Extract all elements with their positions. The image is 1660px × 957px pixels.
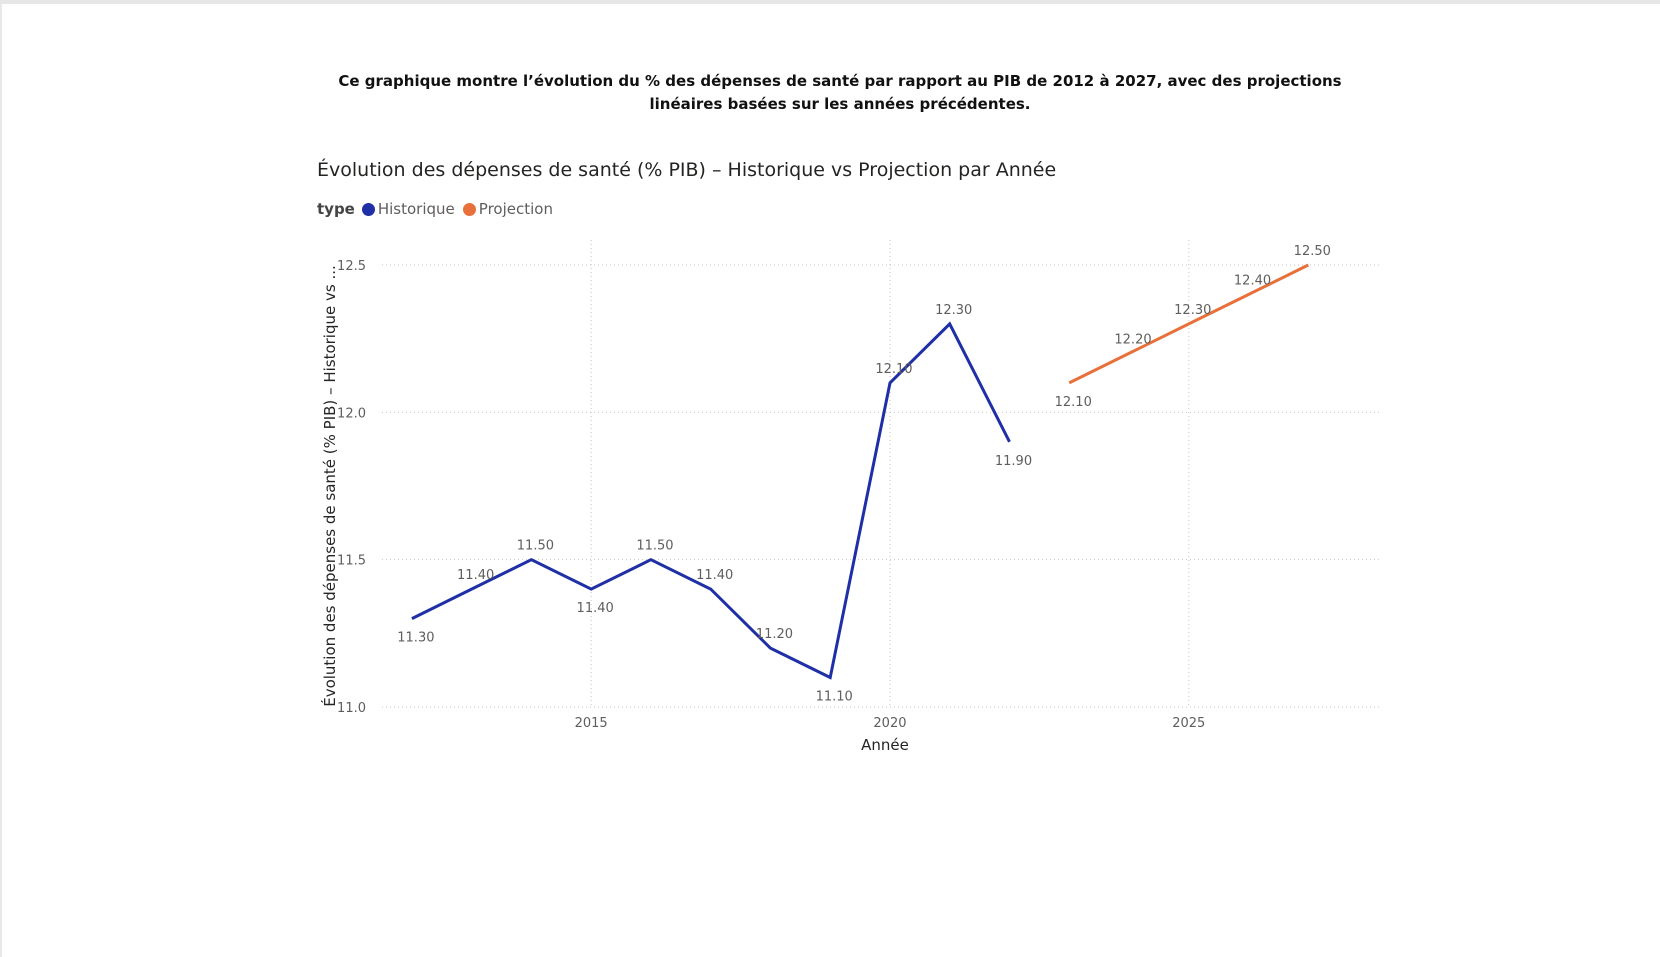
x-tick-label: 2025 xyxy=(1172,716,1205,731)
series-lines xyxy=(411,263,1309,680)
legend: type Historique Projection xyxy=(317,198,561,220)
axis-ticks: 11.0 11.5 12.0 12.5 2015 2020 2025 xyxy=(337,259,1205,731)
data-label: 11.40 xyxy=(696,568,733,583)
y-tick-label: 11.5 xyxy=(337,554,366,569)
data-label: 11.90 xyxy=(995,454,1032,469)
legend-label-projection: Projection xyxy=(478,200,553,218)
data-label: 12.30 xyxy=(935,303,972,318)
data-label: 11.10 xyxy=(816,690,853,705)
top-border xyxy=(0,0,1660,4)
data-label: 11.30 xyxy=(397,631,434,646)
y-tick-label: 12.0 xyxy=(337,406,366,421)
legend-label-historique: Historique xyxy=(377,200,455,218)
y-tick-label: 11.0 xyxy=(337,701,366,716)
y-tick-label: 12.5 xyxy=(337,259,366,274)
y-axis-title: Évolution des dépenses de santé (% PIB) … xyxy=(320,265,339,707)
left-border xyxy=(0,4,2,957)
data-label: 12.40 xyxy=(1234,273,1271,288)
chart-description: Ce graphique montre l’évolution du % des… xyxy=(338,72,1342,113)
data-label: 11.40 xyxy=(457,568,494,583)
data-label: 12.10 xyxy=(1055,395,1092,410)
legend-dot-historique xyxy=(361,202,375,216)
legend-item-historique[interactable]: Historique xyxy=(361,200,455,218)
gridlines xyxy=(382,240,1380,708)
chart-title: Évolution des dépenses de santé (% PIB) … xyxy=(317,159,1057,181)
x-tick-label: 2015 xyxy=(575,716,608,731)
data-label: 11.40 xyxy=(577,601,614,616)
data-labels: 11.30 11.40 11.50 11.40 11.50 11.40 11.20 11.10… xyxy=(397,244,1331,705)
series-line-projection[interactable] xyxy=(1068,263,1309,385)
data-label: 12.30 xyxy=(1174,303,1211,318)
x-axis-title: Année xyxy=(861,736,909,754)
legend-dot-projection xyxy=(462,202,476,216)
data-label: 12.50 xyxy=(1294,244,1331,259)
data-label: 11.20 xyxy=(756,627,793,642)
data-label: 11.50 xyxy=(636,539,673,554)
series-line-historique[interactable] xyxy=(411,321,1011,680)
data-label: 11.50 xyxy=(517,539,554,554)
x-tick-label: 2020 xyxy=(873,716,906,731)
data-label: 12.20 xyxy=(1114,332,1151,347)
data-label: 12.10 xyxy=(875,362,912,377)
legend-title: type xyxy=(317,200,355,218)
legend-item-projection[interactable]: Projection xyxy=(462,200,553,218)
